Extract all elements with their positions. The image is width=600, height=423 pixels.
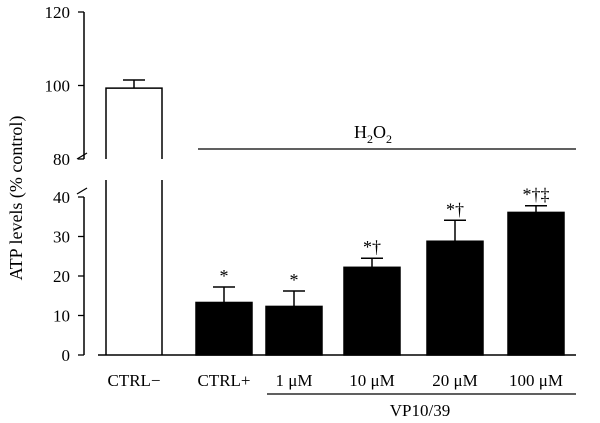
axis-break-mark-upper xyxy=(76,152,88,160)
bar-upper-segment xyxy=(105,87,163,159)
category-label: CTRL+ xyxy=(197,371,250,390)
category-label: 20 μM xyxy=(432,371,477,390)
significance-marker: * xyxy=(290,270,299,290)
bars: * * *† *† *†‡ xyxy=(98,79,576,356)
y-tick-label: 40 xyxy=(53,188,70,207)
bar xyxy=(507,211,565,356)
significance-marker: *†‡ xyxy=(523,185,550,205)
y-tick-label: 30 xyxy=(53,228,70,247)
y-tick-label: 100 xyxy=(45,77,71,96)
category-label: CTRL− xyxy=(107,371,160,390)
bar xyxy=(343,266,401,356)
y-axis: 0 10 20 30 40 80 100 120 xyxy=(45,3,88,365)
bar xyxy=(195,301,253,356)
bar xyxy=(426,240,484,356)
y-tick-label: 10 xyxy=(53,307,70,326)
y-tick-label: 20 xyxy=(53,267,70,286)
significance-marker: *† xyxy=(446,199,464,219)
y-tick-label: 80 xyxy=(53,150,70,169)
group-label: VP10/39 xyxy=(390,401,450,420)
significance-marker: * xyxy=(220,266,229,286)
category-label: 100 μM xyxy=(509,371,563,390)
h2o2-label: H2O2 xyxy=(354,122,392,146)
y-tick-label: 120 xyxy=(45,3,71,22)
y-tick-label: 0 xyxy=(62,346,71,365)
bar xyxy=(265,305,323,356)
significance-marker: *† xyxy=(363,237,381,257)
category-labels: CTRL− CTRL+ 1 μM 10 μM 20 μM 100 μM xyxy=(107,371,563,390)
bar-lower-segment xyxy=(105,180,163,355)
category-label: 1 μM xyxy=(276,371,313,390)
y-axis-label: ATP levels (% control) xyxy=(6,116,27,281)
axis-break-mark-lower xyxy=(76,187,88,195)
category-label: 10 μM xyxy=(349,371,394,390)
